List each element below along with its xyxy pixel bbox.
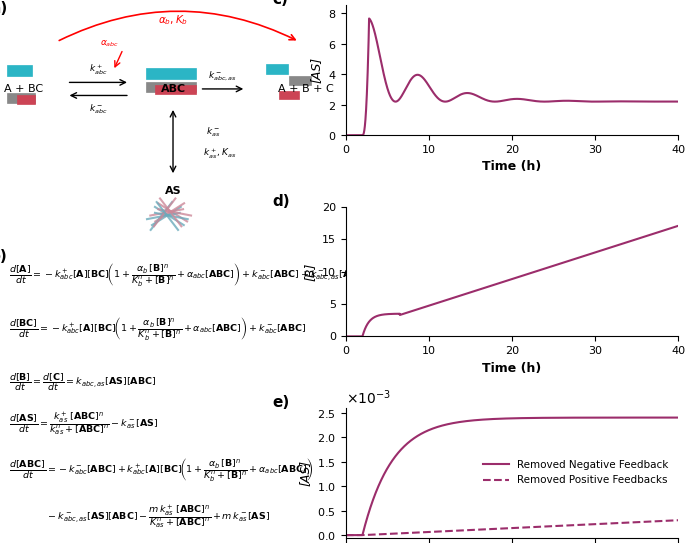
Removed Positive Feedbacks: [499, 525, 508, 532]
Text: AS: AS: [164, 186, 182, 195]
Text: b): b): [0, 249, 8, 264]
Removed Positive Feedbacks: [482, 526, 490, 533]
X-axis label: Time (h): Time (h): [482, 161, 542, 174]
Bar: [147, 81, 197, 92]
Bar: [147, 68, 197, 79]
Removed Positive Feedbacks: [342, 532, 350, 538]
Text: $\quad\quad\quad\quad -k^-_{abc,as}[\mathbf{AS}][\mathbf{ABC}] - \dfrac{m\,k^+_{: $\quad\quad\quad\quad -k^-_{abc,as}[\mat…: [8, 504, 270, 532]
Text: ABC: ABC: [160, 84, 186, 94]
Text: $k^-_{abc}$: $k^-_{abc}$: [89, 102, 108, 116]
Bar: [7, 92, 35, 103]
Bar: [279, 91, 299, 99]
Text: $k^-_{as}$: $k^-_{as}$: [206, 126, 220, 139]
Line: Removed Negative Feedback: Removed Negative Feedback: [346, 418, 678, 535]
Bar: [266, 64, 288, 74]
Removed Negative Feedback: [482, 416, 490, 422]
Removed Negative Feedback: [647, 414, 656, 421]
Removed Positive Feedbacks: [674, 517, 682, 523]
Y-axis label: [AS]: [AS]: [299, 459, 312, 486]
Legend: Removed Negative Feedback, Removed Positive Feedbacks: Removed Negative Feedback, Removed Posit…: [479, 456, 673, 489]
Text: $\dfrac{d[\mathbf{BC}]}{dt} = -k^+_{abc}[\mathbf{A}][\mathbf{BC}]\!\left(1 + \df: $\dfrac{d[\mathbf{BC}]}{dt} = -k^+_{abc}…: [8, 314, 306, 342]
Removed Positive Feedbacks: [484, 526, 493, 533]
Text: d): d): [273, 194, 290, 209]
Text: a): a): [0, 1, 8, 16]
X-axis label: Time (h): Time (h): [482, 362, 542, 375]
Removed Positive Feedbacks: [647, 518, 656, 525]
Line: Removed Positive Feedbacks: Removed Positive Feedbacks: [346, 520, 678, 535]
Removed Negative Feedback: [342, 532, 350, 538]
Y-axis label: [AS]: [AS]: [309, 57, 322, 84]
Text: $k^-_{abc,as}$: $k^-_{abc,as}$: [208, 70, 237, 83]
Text: A + B + C: A + B + C: [278, 84, 334, 94]
Text: $\dfrac{d[\mathbf{A}]}{dt} = -k^+_{abc}[\mathbf{A}][\mathbf{BC}]\!\left(1 + \dfr: $\dfrac{d[\mathbf{A}]}{dt} = -k^+_{abc}[…: [8, 261, 390, 288]
Text: $\dfrac{d[\mathbf{B}]}{dt} = \dfrac{d[\mathbf{C}]}{dt} = k_{abc,as}[\mathbf{AS}]: $\dfrac{d[\mathbf{B}]}{dt} = \dfrac{d[\m…: [8, 371, 155, 393]
Text: $\alpha_b, K_b$: $\alpha_b, K_b$: [158, 13, 188, 27]
Text: $\dfrac{d[\mathbf{AS}]}{dt} = \dfrac{k^+_{as}\,[\mathbf{ABC}]^n}{k^n_{as}+[\math: $\dfrac{d[\mathbf{AS}]}{dt} = \dfrac{k^+…: [8, 411, 158, 438]
Text: $k^+_{abc}$: $k^+_{abc}$: [89, 63, 108, 77]
Removed Positive Feedbacks: [583, 521, 591, 528]
Bar: [7, 65, 32, 76]
Bar: [289, 76, 311, 85]
Text: A + BC: A + BC: [4, 84, 43, 94]
Text: $k^+_{as}, K_{as}$: $k^+_{as}, K_{as}$: [203, 147, 236, 161]
Bar: [155, 85, 197, 94]
Text: $\alpha_{abc}$: $\alpha_{abc}$: [100, 39, 119, 49]
Text: $\dfrac{d[\mathbf{ABC}]}{dt} = -k^-_{abc}[\mathbf{ABC}] + k^+_{abc}[\mathbf{A}][: $\dfrac{d[\mathbf{ABC}]}{dt} = -k^-_{abc…: [8, 456, 312, 483]
Text: c): c): [273, 0, 288, 8]
Y-axis label: [B]: [B]: [303, 262, 316, 281]
Removed Positive Feedbacks: [664, 517, 672, 524]
Bar: [17, 96, 35, 104]
Removed Negative Feedback: [674, 414, 682, 421]
Removed Negative Feedback: [664, 414, 672, 421]
Removed Negative Feedback: [499, 415, 508, 422]
Removed Negative Feedback: [484, 416, 493, 422]
Removed Negative Feedback: [583, 414, 591, 421]
Text: e): e): [273, 395, 290, 410]
